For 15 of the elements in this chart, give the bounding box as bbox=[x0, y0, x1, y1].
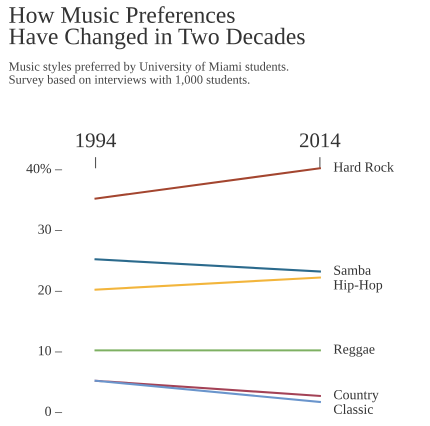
series-label: Classic bbox=[334, 404, 374, 414]
series-label: Samba bbox=[334, 265, 371, 275]
y-tick-label: 0 – bbox=[45, 406, 62, 416]
y-tick-label: 10 – bbox=[38, 346, 62, 356]
y-tick-label: 20 – bbox=[38, 285, 62, 295]
series-label: Country bbox=[334, 390, 379, 402]
y-tick-label: 30 – bbox=[38, 224, 62, 234]
x-tick-label: 2014 bbox=[300, 133, 340, 148]
x-tick-label: 1994 bbox=[76, 133, 116, 148]
series-label: Hip-Hop bbox=[334, 280, 382, 292]
chart-title: How Music Preferences Have Changed in Two Decades bbox=[9, 6, 305, 50]
series-label: Reggae bbox=[334, 344, 375, 357]
series-label: Hard Rock bbox=[334, 162, 394, 172]
chart-subtitle: Music styles preferred by University of Miami students. Survey based on interviews with 1,000 students. bbox=[8, 62, 288, 86]
y-tick-label: 40% – bbox=[26, 164, 62, 174]
